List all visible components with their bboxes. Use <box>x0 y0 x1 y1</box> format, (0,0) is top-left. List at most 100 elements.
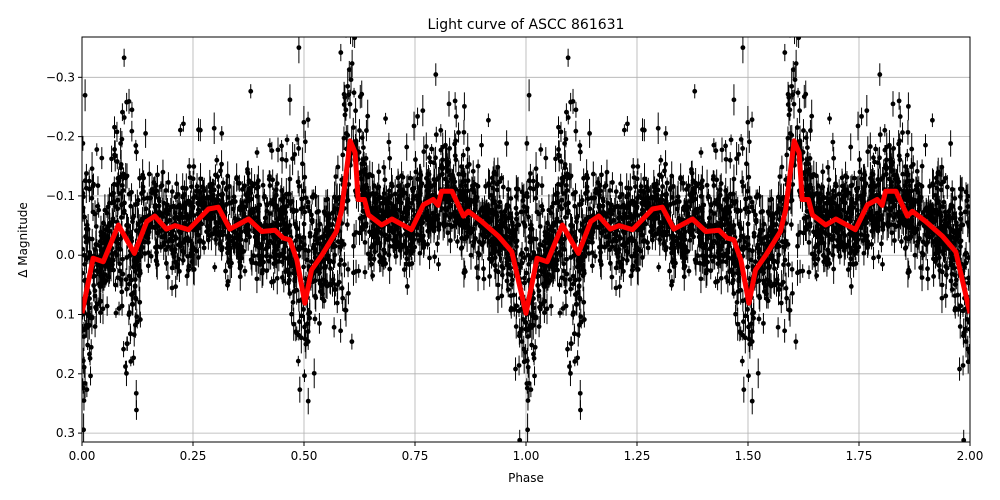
data-point <box>908 164 914 170</box>
data-point <box>289 311 294 317</box>
data-point <box>420 108 426 114</box>
data-point <box>625 121 630 127</box>
data-point <box>499 272 505 278</box>
data-point <box>804 145 810 150</box>
data-point <box>553 156 558 162</box>
data-point <box>738 137 744 142</box>
data-point <box>114 159 120 164</box>
data-point <box>789 132 795 138</box>
data-point <box>345 132 351 138</box>
data-point <box>604 169 610 175</box>
data-point <box>806 269 812 275</box>
data-point <box>276 239 282 245</box>
data-point <box>826 177 832 183</box>
data-point <box>830 252 836 258</box>
data-point <box>630 263 636 269</box>
data-point <box>470 168 476 174</box>
data-point <box>765 281 771 287</box>
data-point <box>487 274 493 279</box>
data-point <box>707 222 713 228</box>
data-point <box>524 381 530 386</box>
data-point <box>194 184 200 189</box>
data-point <box>587 131 592 136</box>
data-point <box>134 319 140 325</box>
data-point <box>867 144 873 149</box>
data-point <box>459 164 464 170</box>
data-point <box>795 243 800 249</box>
data-point <box>301 221 307 227</box>
data-point <box>731 176 737 182</box>
data-point <box>525 427 531 433</box>
data-point <box>213 237 219 243</box>
data-point <box>395 175 401 181</box>
data-point <box>367 172 373 177</box>
data-point <box>610 180 615 185</box>
data-point <box>445 230 451 236</box>
data-point <box>695 253 701 259</box>
data-point <box>508 196 514 201</box>
data-point <box>630 164 636 169</box>
data-point <box>87 355 93 361</box>
data-point <box>109 219 115 225</box>
data-point <box>287 97 293 103</box>
data-point <box>632 184 638 190</box>
data-point <box>790 182 796 187</box>
data-point <box>84 387 90 393</box>
data-point <box>360 145 366 150</box>
data-point <box>134 228 139 234</box>
data-point <box>291 321 297 327</box>
data-point <box>736 151 742 157</box>
data-point <box>627 186 633 191</box>
data-point <box>568 255 574 260</box>
data-point <box>82 381 86 386</box>
data-point <box>746 139 752 145</box>
data-point <box>525 398 531 404</box>
data-point <box>284 137 290 143</box>
data-point <box>831 266 837 272</box>
data-point <box>232 215 238 221</box>
data-point <box>447 146 453 151</box>
data-point <box>128 359 134 364</box>
data-point <box>432 254 438 260</box>
data-point <box>761 320 766 326</box>
data-point <box>531 351 536 357</box>
data-point <box>643 221 649 227</box>
data-point <box>897 138 903 144</box>
data-point <box>481 276 487 282</box>
data-point <box>723 156 729 162</box>
data-point <box>568 99 574 105</box>
data-point <box>302 139 308 145</box>
data-point <box>211 125 217 131</box>
data-point <box>263 222 269 228</box>
data-point <box>778 300 784 306</box>
data-point <box>199 221 205 227</box>
data-point <box>347 101 353 107</box>
data-point <box>664 180 670 186</box>
data-point <box>386 252 392 258</box>
data-point <box>556 147 561 152</box>
data-point <box>248 88 254 94</box>
data-point <box>803 135 809 141</box>
data-point <box>960 222 966 228</box>
data-point <box>548 303 554 309</box>
data-point <box>254 150 260 155</box>
data-point <box>878 241 884 247</box>
data-point <box>465 146 471 152</box>
data-point <box>655 125 661 131</box>
data-point <box>519 339 525 344</box>
data-point <box>667 268 673 274</box>
data-point <box>735 321 741 327</box>
data-point <box>745 119 751 125</box>
data-point <box>915 239 921 244</box>
data-point <box>663 247 669 253</box>
data-point <box>589 250 595 256</box>
data-point <box>792 32 797 37</box>
data-point <box>321 281 327 287</box>
data-point <box>292 151 298 157</box>
data-point <box>925 276 931 282</box>
data-point <box>95 183 101 189</box>
data-point <box>573 277 578 283</box>
data-point <box>676 215 682 221</box>
data-point <box>833 183 839 189</box>
data-point <box>786 112 792 118</box>
